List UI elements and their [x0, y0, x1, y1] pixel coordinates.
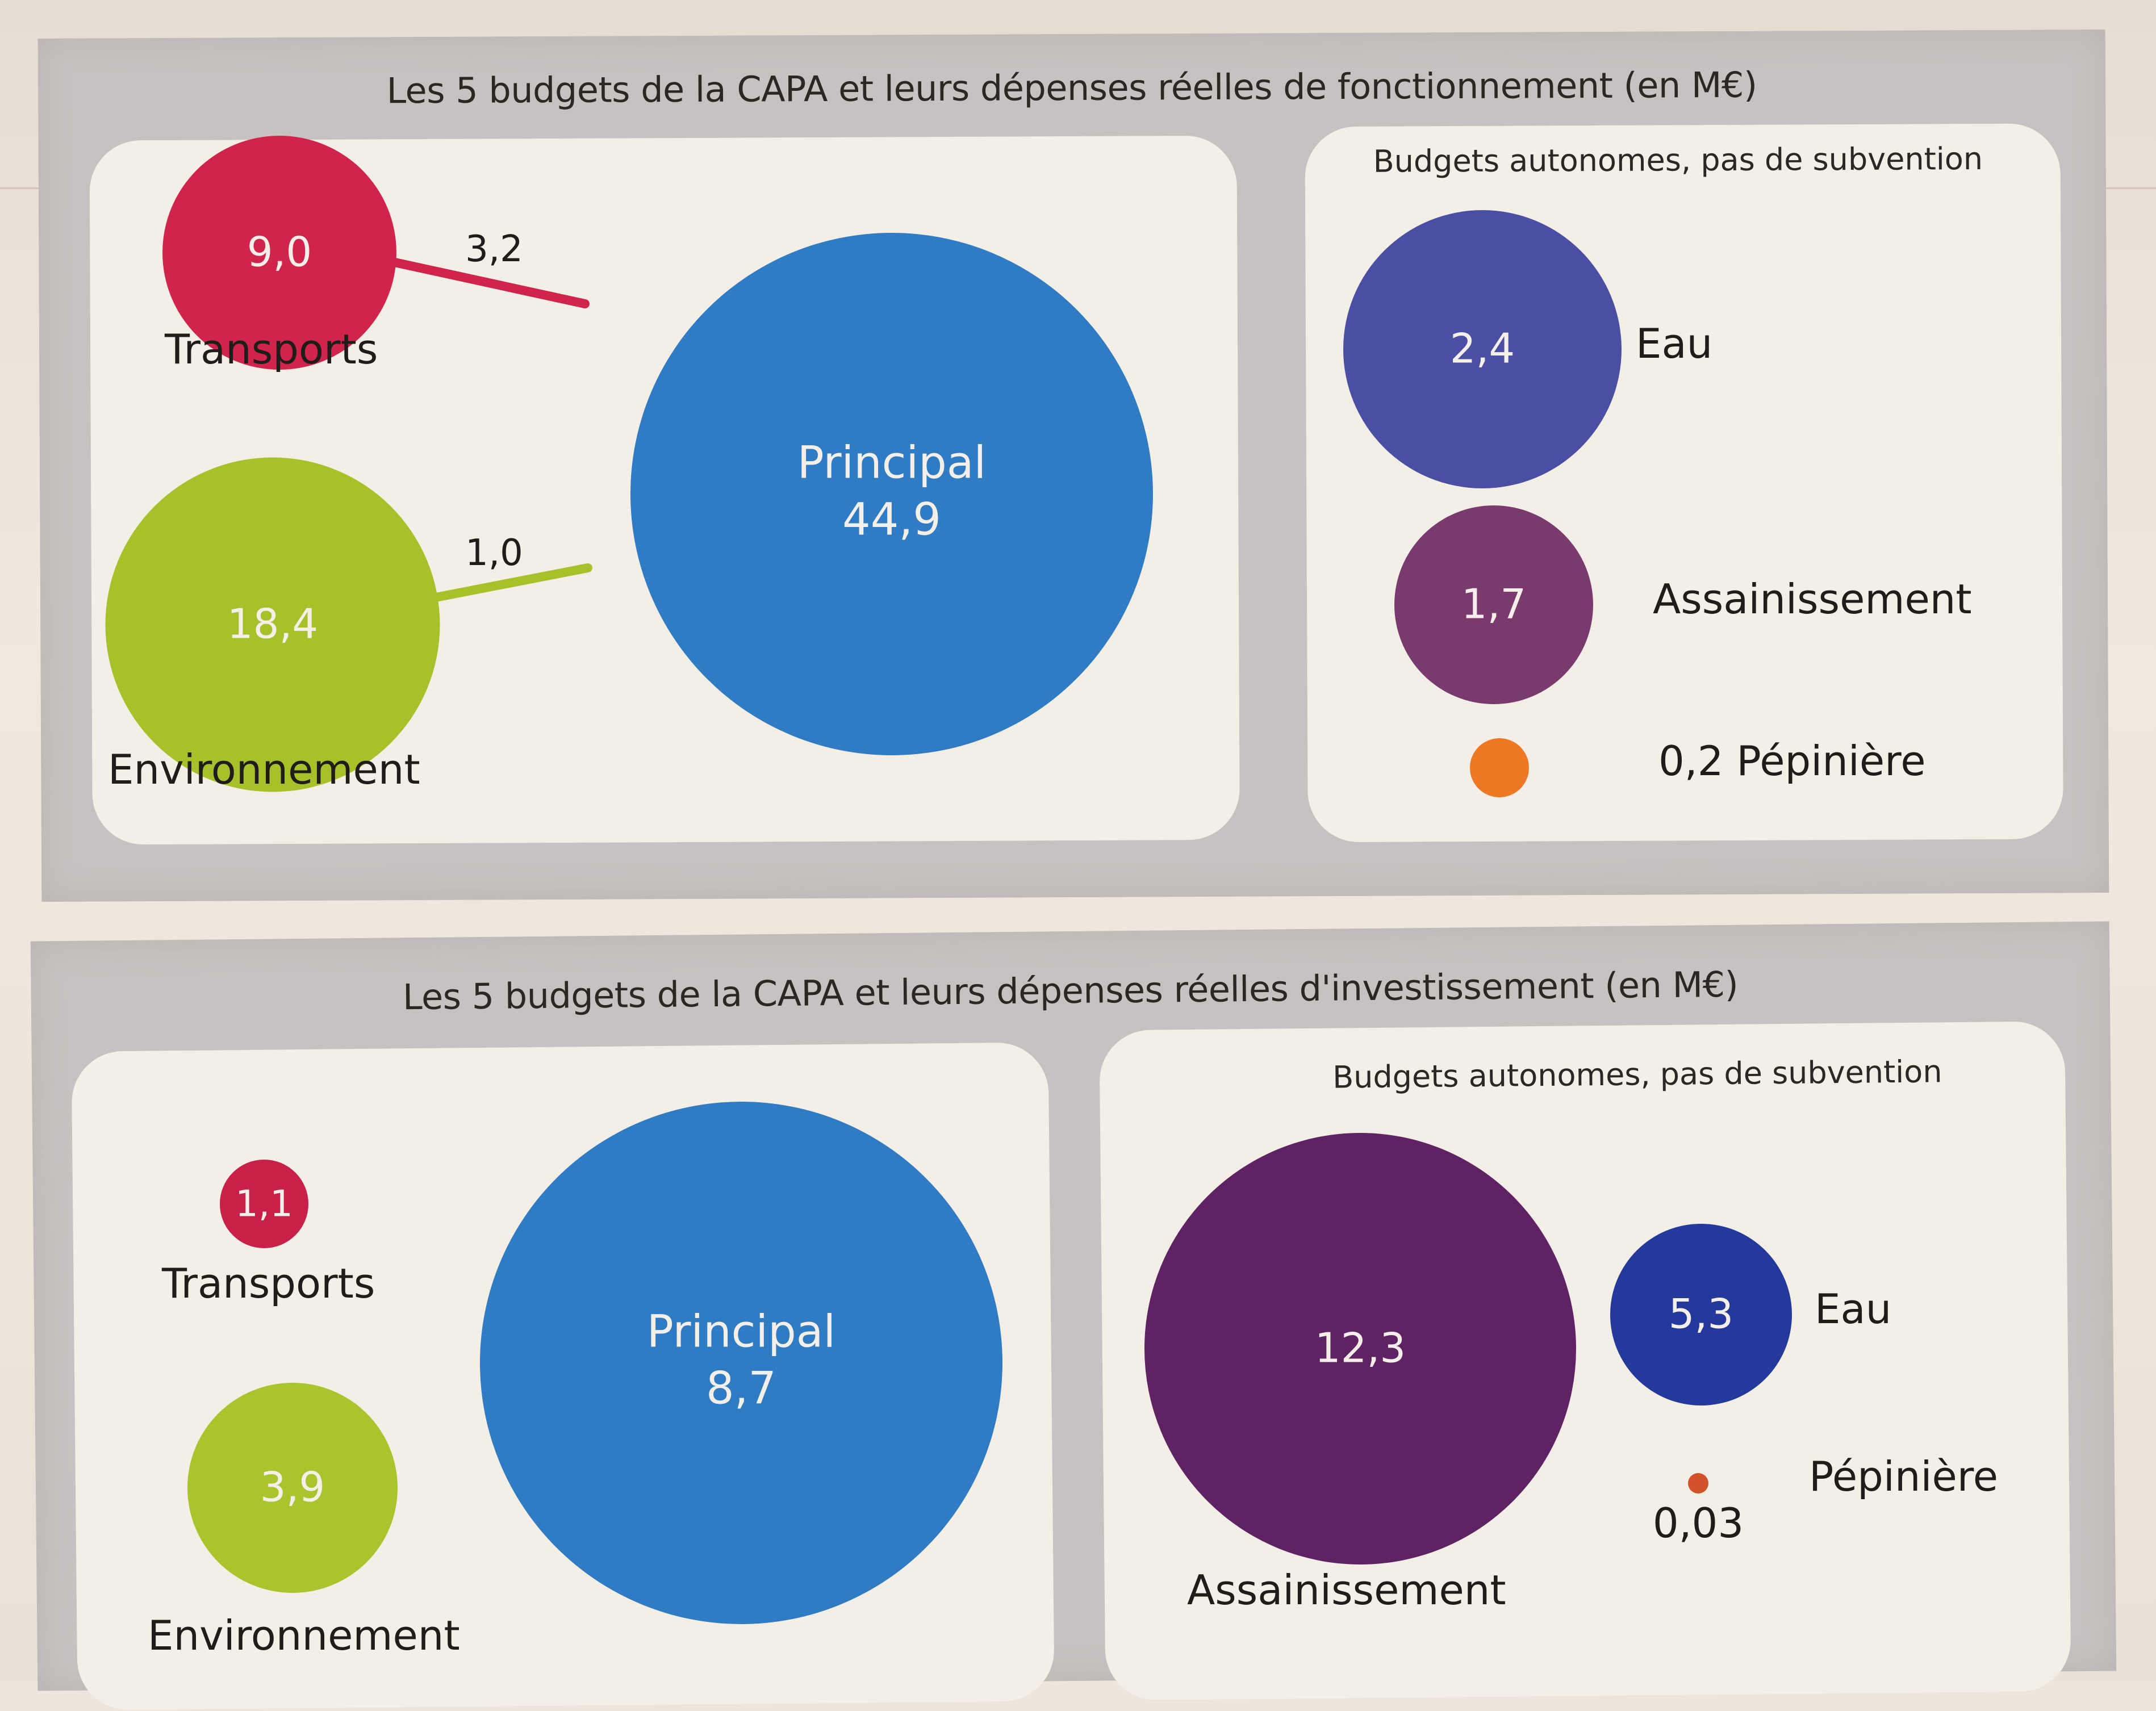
fonctionnement-bubble-value-principal: 44,9: [842, 494, 941, 545]
investissement-bubble-label-transports: Transports: [161, 1260, 375, 1307]
fonctionnement-transfer-arrow-transports: [328, 235, 590, 308]
investissement-bubble-value-assainissement: 12,3: [1315, 1324, 1406, 1372]
fonctionnement-bubble-label-transports: Transports: [164, 325, 378, 373]
investissement-bubble-transports: [220, 1160, 308, 1248]
investissement-bubble-value-environnement: 3,9: [260, 1463, 325, 1511]
fonctionnement-bubble-label-eau: Eau: [1636, 320, 1712, 367]
investissement-bubble-value-principal: 8,7: [706, 1363, 776, 1414]
fonctionnement-bubble-environnement: [105, 457, 440, 792]
fonctionnement-bubble-transports: [162, 136, 396, 370]
fonctionnement-bubble-eau: [1343, 210, 1622, 488]
fonctionnement-bubble-value-assainissement: 1,7: [1461, 580, 1527, 628]
investissement-bubble-value-transports: 1,1: [235, 1183, 293, 1225]
investissement-bubble-value-pepiniere: 0,03: [1653, 1499, 1744, 1547]
fonctionnement-bubble-name-principal: Principal: [797, 437, 986, 488]
investissement-bubble-label-pepiniere: Pépinière: [1809, 1453, 1998, 1500]
fonctionnement-bubble-label-environnement: Environnement: [108, 746, 420, 793]
fonctionnement-bubble-pepiniere: [1470, 738, 1529, 797]
investissement-bubble-environnement: [187, 1383, 398, 1593]
fonctionnement-bubble-label-pepiniere: 0,2 Pépinière: [1658, 737, 1926, 785]
fonctionnement-bubble-value-eau: 2,4: [1450, 325, 1515, 373]
fonctionnement-transfer-value-environnement: 1,0: [465, 532, 523, 574]
investissement-bubble-label-eau: Eau: [1815, 1285, 1891, 1333]
investissement-bubble-principal: [480, 1102, 1002, 1624]
investissement-bubble-name-principal: Principal: [647, 1306, 835, 1357]
investissement-bubble-value-eau: 5,3: [1669, 1290, 1734, 1338]
fonctionnement-bubble-value-transports: 9,0: [247, 228, 312, 276]
investissement-bubble-label-assainissement: Assainissement: [1187, 1566, 1506, 1614]
fonctionnement-transfer-arrow-environnement: [362, 563, 592, 626]
investissement-bubble-label-environnement: Environnement: [148, 1612, 460, 1659]
fonctionnement-bubble-label-assainissement: Assainissement: [1653, 575, 1972, 623]
fonctionnement-bubble-assainissement: [1394, 505, 1593, 704]
investissement-bubble-pepiniere: [1688, 1473, 1708, 1494]
bubble-marks: Principal 44,9 9,0 Transports 18,4 Environnem…: [105, 136, 1998, 1659]
investissement-bubble-assainissement: [1144, 1133, 1576, 1564]
fonctionnement-transfer-value-transports: 3,2: [465, 228, 523, 270]
fonctionnement-bubble-value-environnement: 18,4: [227, 600, 318, 648]
fonctionnement-bubble-principal: [630, 233, 1153, 755]
investissement-bubble-eau: [1610, 1224, 1792, 1405]
